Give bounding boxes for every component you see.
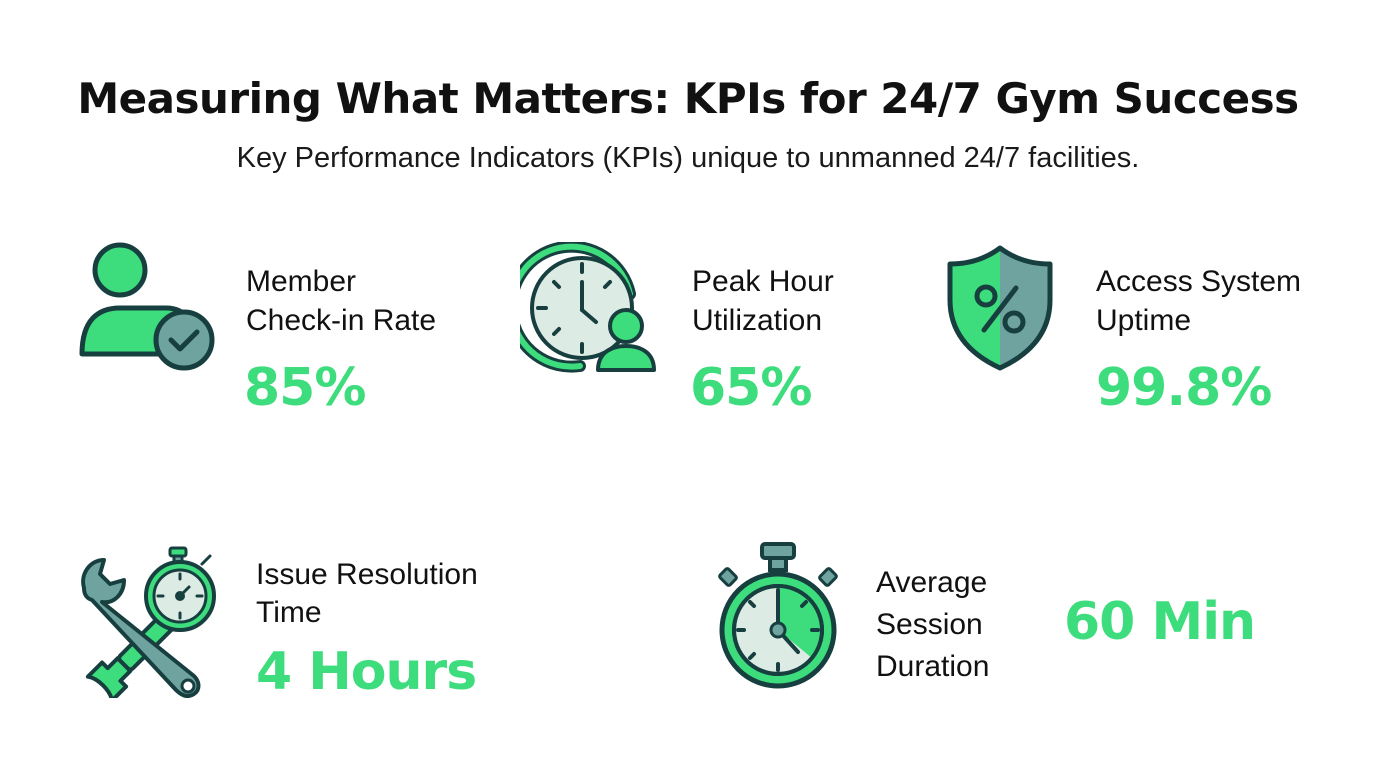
kpi-label: Average Session Duration bbox=[876, 566, 990, 683]
kpi-value: 65% bbox=[690, 358, 812, 418]
shield-percent-icon bbox=[947, 245, 1053, 371]
kpi-value: 60 Min bbox=[1064, 592, 1256, 652]
clock-user-icon bbox=[520, 242, 656, 373]
kpi-label: Issue Resolution Time bbox=[256, 558, 478, 629]
wrench-stopwatch-icon bbox=[81, 546, 216, 698]
kpi-label: Peak Hour Utilization bbox=[692, 265, 834, 337]
page-title: Measuring What Matters: KPIs for 24/7 Gy… bbox=[77, 74, 1299, 123]
kpi-label: Member Check-in Rate bbox=[246, 265, 437, 337]
kpi-value: 99.8% bbox=[1096, 358, 1272, 418]
stopwatch-icon bbox=[718, 542, 838, 689]
kpi-label: Access System Uptime bbox=[1096, 265, 1302, 337]
kpi-value: 85% bbox=[244, 358, 366, 418]
page-subtitle: Key Performance Indicators (KPIs) unique… bbox=[236, 142, 1140, 174]
user-check-icon bbox=[79, 242, 215, 371]
kpi-value: 4 Hours bbox=[256, 642, 477, 702]
